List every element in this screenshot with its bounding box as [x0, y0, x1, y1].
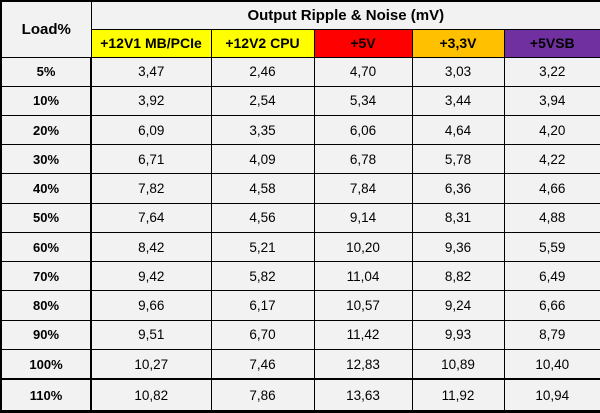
value-cell: 6,49: [503, 261, 600, 292]
group-header-ripple-noise: Output Ripple & Noise (mV): [90, 0, 600, 30]
column-header-12v2: +12V2 CPU: [210, 28, 315, 58]
value-cell: 9,66: [90, 290, 212, 321]
value-cell: 11,92: [411, 378, 505, 413]
table-row-90: 90% 9,51 6,70 11,42 9,93 8,79: [0, 319, 600, 350]
value-cell: 11,04: [313, 261, 413, 292]
value-cell: 3,22: [503, 56, 600, 87]
value-cell: 6,66: [503, 290, 600, 321]
value-cell: 3,94: [503, 85, 600, 116]
value-cell: 4,66: [503, 173, 600, 204]
value-cell: 3,44: [411, 85, 505, 116]
value-cell: 3,92: [90, 85, 212, 116]
value-cell: 9,24: [411, 290, 505, 321]
value-cell: 6,70: [210, 319, 315, 350]
value-cell: 6,17: [210, 290, 315, 321]
value-cell: 2,46: [210, 56, 315, 87]
value-cell: 6,06: [313, 114, 413, 146]
value-cell: 4,56: [210, 202, 315, 233]
value-cell: 7,84: [313, 173, 413, 204]
load-cell: 50%: [0, 202, 92, 233]
table-header: Load% Output Ripple & Noise (mV) +12V1 M…: [0, 0, 600, 58]
load-cell: 5%: [0, 56, 92, 87]
value-cell: 5,82: [210, 261, 315, 292]
load-cell: 60%: [0, 231, 92, 263]
table-row-50: 50% 7,64 4,56 9,14 8,31 4,88: [0, 202, 600, 233]
load-cell: 100%: [0, 348, 92, 380]
table-body: 5% 3,47 2,46 4,70 3,03 3,22 10% 3,92 2,5…: [0, 56, 600, 413]
table-row-30: 30% 6,71 4,09 6,78 5,78 4,22: [0, 144, 600, 175]
header-row-rails: +12V1 MB/PCIe +12V2 CPU +5V +3,3V +5VSB: [1, 28, 600, 58]
value-cell: 4,09: [210, 144, 315, 175]
value-cell: 7,46: [210, 348, 315, 380]
value-cell: 9,51: [90, 319, 212, 350]
value-cell: 7,86: [210, 378, 315, 413]
corner-header-load: Load%: [0, 0, 92, 58]
value-cell: 5,78: [411, 144, 505, 175]
value-cell: 6,36: [411, 173, 505, 204]
value-cell: 3,35: [210, 114, 315, 146]
load-cell: 30%: [0, 144, 92, 175]
column-header-12v1: +12V1 MB/PCIe: [90, 28, 212, 58]
value-cell: 5,59: [503, 231, 600, 263]
value-cell: 10,27: [90, 348, 212, 380]
value-cell: 10,40: [503, 348, 600, 380]
value-cell: 9,36: [411, 231, 505, 263]
value-cell: 10,94: [503, 378, 600, 413]
table-row-100: 100% 10,27 7,46 12,83 10,89 10,40: [0, 348, 600, 380]
value-cell: 3,47: [90, 56, 212, 87]
value-cell: 8,79: [503, 319, 600, 350]
column-header-3v3: +3,3V: [411, 28, 505, 58]
value-cell: 9,42: [90, 261, 212, 292]
value-cell: 6,71: [90, 144, 212, 175]
load-cell: 10%: [0, 85, 92, 116]
load-cell: 40%: [0, 173, 92, 204]
value-cell: 9,14: [313, 202, 413, 233]
value-cell: 7,82: [90, 173, 212, 204]
table-row-40: 40% 7,82 4,58 7,84 6,36 4,66: [0, 173, 600, 204]
value-cell: 2,54: [210, 85, 315, 116]
load-cell: 80%: [0, 290, 92, 321]
value-cell: 6,78: [313, 144, 413, 175]
value-cell: 10,89: [411, 348, 505, 380]
table-row-20: 20% 6,09 3,35 6,06 4,64 4,20: [0, 114, 600, 146]
value-cell: 10,82: [90, 378, 212, 413]
value-cell: 4,22: [503, 144, 600, 175]
value-cell: 8,42: [90, 231, 212, 263]
load-cell: 70%: [0, 261, 92, 292]
table-row-80: 80% 9,66 6,17 10,57 9,24 6,66: [0, 290, 600, 321]
column-header-5vsb: +5VSB: [503, 28, 600, 58]
load-cell: 90%: [0, 319, 92, 350]
value-cell: 4,64: [411, 114, 505, 146]
value-cell: 9,93: [411, 319, 505, 350]
load-cell: 20%: [0, 114, 92, 146]
value-cell: 7,64: [90, 202, 212, 233]
value-cell: 10,20: [313, 231, 413, 263]
load-cell: 110%: [0, 378, 92, 413]
value-cell: 11,42: [313, 319, 413, 350]
table-row-70: 70% 9,42 5,82 11,04 8,82 6,49: [0, 261, 600, 292]
value-cell: 10,57: [313, 290, 413, 321]
value-cell: 6,09: [90, 114, 212, 146]
table-row-60: 60% 8,42 5,21 10,20 9,36 5,59: [0, 231, 600, 263]
value-cell: 4,58: [210, 173, 315, 204]
header-row-group: Load% Output Ripple & Noise (mV): [0, 0, 600, 58]
value-cell: 4,88: [503, 202, 600, 233]
value-cell: 5,21: [210, 231, 315, 263]
table-row-5: 5% 3,47 2,46 4,70 3,03 3,22: [0, 56, 600, 87]
column-header-5v: +5V: [313, 28, 413, 58]
value-cell: 13,63: [313, 378, 413, 413]
value-cell: 8,82: [411, 261, 505, 292]
value-cell: 5,34: [313, 85, 413, 116]
table-row-10: 10% 3,92 2,54 5,34 3,44 3,94: [0, 85, 600, 116]
value-cell: 3,03: [411, 56, 505, 87]
value-cell: 12,83: [313, 348, 413, 380]
value-cell: 4,20: [503, 114, 600, 146]
table-row-110: 110% 10,82 7,86 13,63 11,92 10,94: [0, 378, 600, 413]
value-cell: 4,70: [313, 56, 413, 87]
value-cell: 8,31: [411, 202, 505, 233]
